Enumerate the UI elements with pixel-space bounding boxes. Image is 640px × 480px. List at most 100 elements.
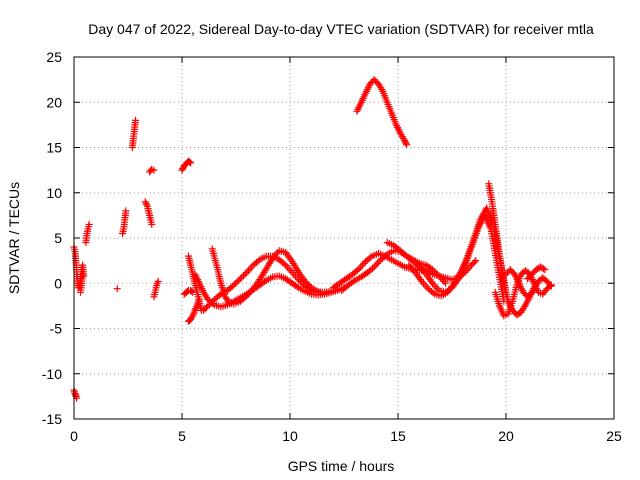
x-tick-label: 10 xyxy=(282,428,298,444)
plot-frame xyxy=(73,56,615,420)
data-point xyxy=(231,279,239,287)
series-arc-26 xyxy=(524,263,549,283)
data-point xyxy=(240,272,248,280)
data-point xyxy=(236,275,244,283)
series-arc-10 xyxy=(150,277,162,301)
data-point xyxy=(154,277,162,285)
data-point xyxy=(215,291,223,299)
data-point xyxy=(303,279,311,287)
y-tick-label: 10 xyxy=(46,185,62,201)
y-tick-label: 5 xyxy=(54,230,62,246)
data-point xyxy=(304,281,312,289)
data-point xyxy=(113,285,121,293)
data-point xyxy=(141,198,149,206)
y-tick-label: -10 xyxy=(42,366,62,382)
x-tick-label: 20 xyxy=(498,428,514,444)
x-tick-label: 5 xyxy=(178,428,186,444)
series-arc-08 xyxy=(141,198,156,228)
data-point xyxy=(547,281,555,289)
data-point xyxy=(541,266,549,274)
series-arc-16 xyxy=(191,270,342,311)
series-arc-14 xyxy=(184,296,203,325)
data-point xyxy=(179,165,187,173)
data-point xyxy=(349,278,357,286)
data-point xyxy=(293,283,301,291)
series-arc-25 xyxy=(502,266,540,301)
data-point xyxy=(546,282,554,290)
grid xyxy=(74,57,614,419)
data-point xyxy=(150,166,158,174)
x-tick-labels: 0 5 10 15 20 25 xyxy=(70,428,622,444)
data-point xyxy=(402,139,410,147)
series-arc-06 xyxy=(119,207,130,237)
data-point xyxy=(357,263,365,271)
data-point xyxy=(400,136,408,144)
data-point xyxy=(243,268,251,276)
data-point xyxy=(470,258,478,266)
data-point xyxy=(375,258,383,266)
y-tick-labels: -15 -10 -5 0 5 10 15 20 25 xyxy=(42,49,62,427)
data-point xyxy=(241,270,249,278)
data-point xyxy=(202,303,210,311)
y-axis-label: SDTVAR / TECUs xyxy=(6,182,22,294)
chart-title: Day 047 of 2022, Sidereal Day-to-day VTE… xyxy=(88,21,594,37)
data-point xyxy=(238,273,246,281)
series-arc-05 xyxy=(113,285,121,293)
data-point xyxy=(403,141,411,149)
series-arc-04 xyxy=(82,220,93,247)
data-point xyxy=(230,281,238,289)
x-axis-label: GPS time / hours xyxy=(288,458,395,474)
data-point xyxy=(539,265,547,273)
data-point xyxy=(459,270,467,278)
series-arc-19 xyxy=(353,76,411,149)
y-tick-label: -15 xyxy=(42,411,62,427)
data-point xyxy=(148,220,156,228)
data-point xyxy=(209,300,217,308)
data-point xyxy=(429,289,437,297)
y-tick-label: 20 xyxy=(46,94,62,110)
series-arc-02 xyxy=(70,243,88,292)
x-tick-label: 25 xyxy=(606,428,622,444)
x-tick-label: 0 xyxy=(70,428,78,444)
series-arc-03 xyxy=(76,270,87,296)
y-tick-label: -5 xyxy=(50,321,63,337)
data-point xyxy=(142,199,150,207)
data-point xyxy=(414,262,422,270)
data-point xyxy=(235,276,243,284)
data-point xyxy=(254,257,262,265)
data-point xyxy=(369,264,377,272)
data-point xyxy=(472,257,480,265)
data-point xyxy=(360,259,368,267)
data-point xyxy=(280,260,288,268)
data-point xyxy=(132,116,140,124)
data-series xyxy=(70,76,555,402)
data-point xyxy=(354,266,361,274)
data-point xyxy=(423,283,431,291)
data-point xyxy=(233,278,241,286)
y-tick-label: 25 xyxy=(46,49,62,65)
data-point xyxy=(301,277,309,285)
data-point xyxy=(421,281,429,289)
data-point xyxy=(306,282,314,290)
data-point xyxy=(195,296,203,304)
series-arc-22 xyxy=(416,257,480,284)
y-tick-label: 15 xyxy=(46,140,62,156)
data-point xyxy=(366,253,374,261)
data-point xyxy=(244,267,252,275)
data-point xyxy=(79,270,87,278)
series-arc-09 xyxy=(146,165,158,176)
data-point xyxy=(122,207,130,215)
data-point xyxy=(382,252,390,260)
y-tick-label: 0 xyxy=(54,275,62,291)
data-point xyxy=(188,287,196,295)
data-point xyxy=(228,282,236,290)
data-point xyxy=(532,279,540,287)
data-point xyxy=(358,261,366,269)
data-point xyxy=(248,263,256,271)
data-point xyxy=(285,265,293,273)
data-point xyxy=(85,220,93,228)
data-point xyxy=(178,166,186,174)
data-point xyxy=(246,265,254,273)
data-point xyxy=(401,138,409,146)
